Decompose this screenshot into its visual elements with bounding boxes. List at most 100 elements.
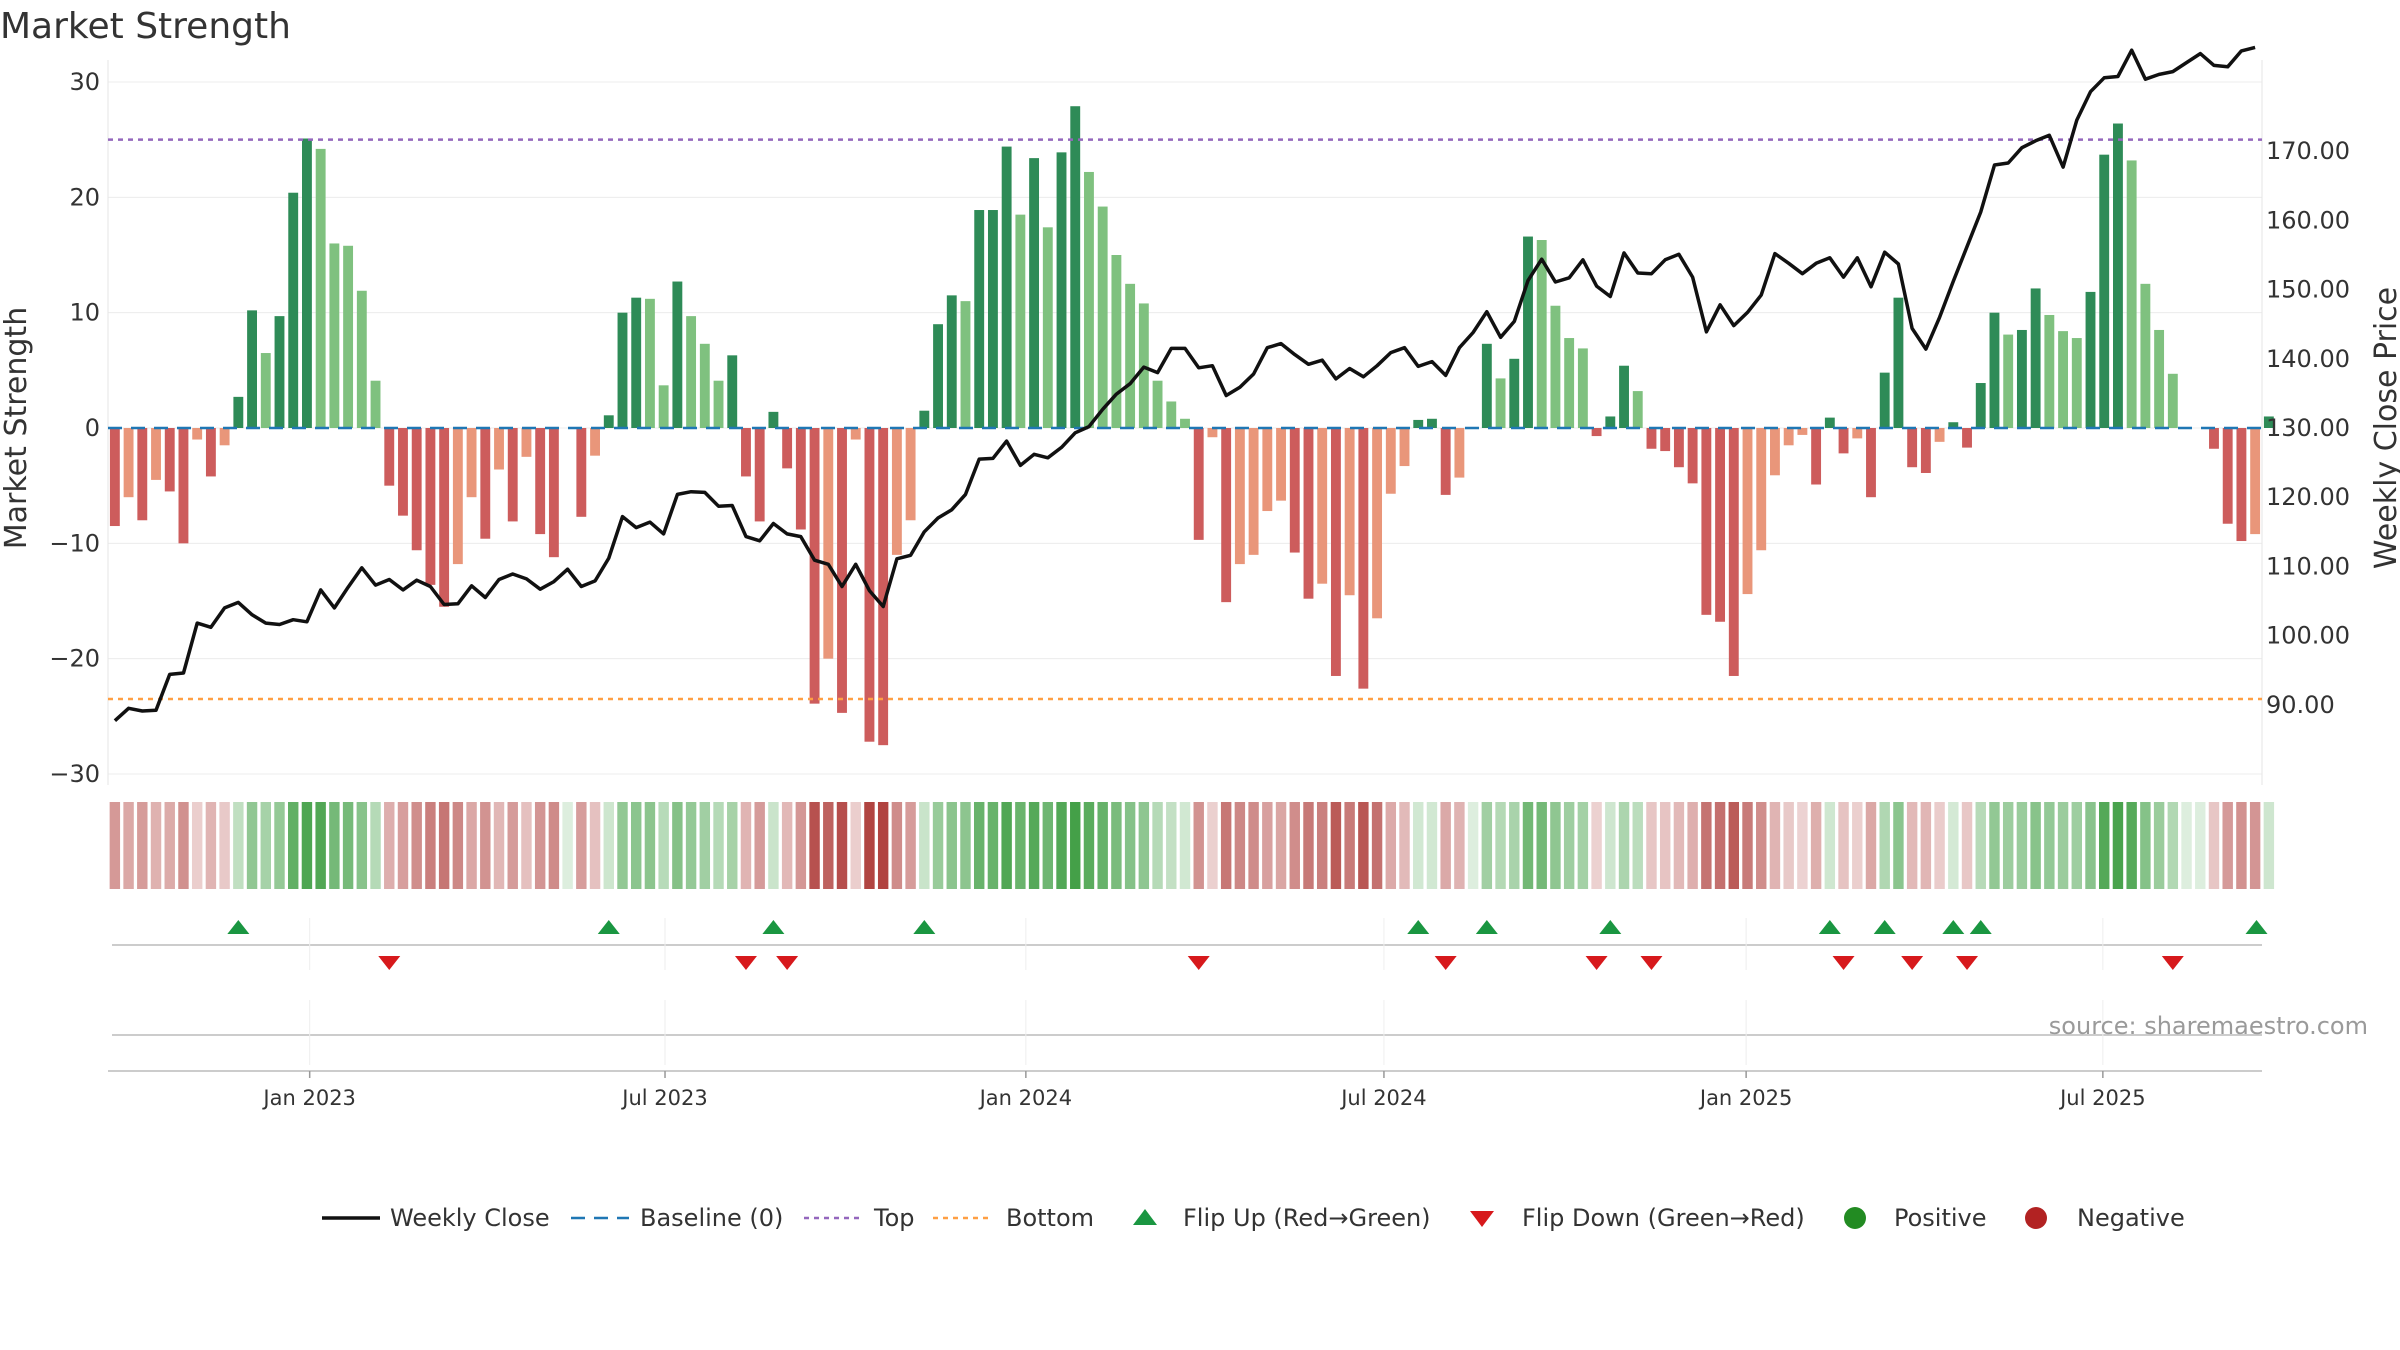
strength-strip-cell xyxy=(1783,802,1794,889)
strength-strip-cell xyxy=(260,802,271,889)
strength-bar xyxy=(411,428,422,551)
strength-strip-cell xyxy=(109,802,121,889)
strength-bar xyxy=(1262,428,1273,512)
legend-marker-8 xyxy=(2025,1207,2047,1229)
strength-strip-cell xyxy=(1550,802,1561,889)
strength-bar xyxy=(1180,418,1190,428)
flip-down-marker xyxy=(1901,956,1924,970)
strength-strip-cell xyxy=(1673,802,1685,889)
strength-bar xyxy=(2126,160,2137,428)
strength-strip-cell xyxy=(411,802,422,889)
flip-down-marker xyxy=(1640,956,1663,970)
strength-strip-cell xyxy=(1852,802,1863,889)
strength-strip-cell xyxy=(466,802,477,889)
strength-strip-cell xyxy=(548,802,560,889)
strength-strip-cell xyxy=(1714,802,1726,889)
strength-bar xyxy=(1111,255,1122,428)
strength-strip-cell xyxy=(1975,802,1986,889)
strength-bar xyxy=(1015,214,1026,428)
strength-bar xyxy=(192,428,203,440)
strength-bar xyxy=(205,428,216,477)
right-axis-ticks: 90.00 100.00 110.00 120.00 130.00 140.00 150.0… xyxy=(2266,137,2350,719)
strength-strip-cell xyxy=(233,802,244,889)
strength-strip-cell xyxy=(2002,802,2014,889)
strength-bar xyxy=(768,411,779,428)
strength-strip-cell xyxy=(576,802,587,889)
strength-bar xyxy=(590,428,600,456)
strength-strip-cell xyxy=(301,802,313,889)
flip-down-marker xyxy=(1956,956,1979,970)
strength-bar xyxy=(823,428,834,659)
strength-strip-cell xyxy=(658,802,669,889)
strength-bar xyxy=(987,210,998,428)
strength-bar xyxy=(1221,428,1232,603)
strength-strip-cell xyxy=(877,802,889,889)
left-tick-label: 20 xyxy=(69,183,100,211)
strength-bar xyxy=(2263,416,2274,428)
strength-bar xyxy=(109,428,120,527)
strength-bar xyxy=(1824,417,1835,428)
strength-strip-cell xyxy=(768,802,779,889)
price-line-layer xyxy=(113,45,2256,722)
strength-bar xyxy=(1166,401,1177,428)
left-axis-ticks: 30 20 10 0 −10 −20 −30 xyxy=(49,68,100,788)
strength-strip-cell xyxy=(1961,802,1973,889)
strength-strip-cell xyxy=(1440,802,1451,889)
strength-strip-cell xyxy=(1687,802,1698,889)
strength-bar xyxy=(1372,428,1383,619)
strength-strip-cell xyxy=(1303,802,1314,889)
strength-bar xyxy=(603,415,614,428)
strength-strip-cell xyxy=(1646,802,1657,889)
strength-bar xyxy=(1564,338,1575,428)
strength-strip-cell xyxy=(1275,802,1287,889)
strength-strip-cell xyxy=(246,802,258,889)
strength-bar xyxy=(219,428,230,446)
strength-strip-cell xyxy=(2140,802,2151,889)
strength-bar xyxy=(1605,416,1616,428)
strength-strip-cell xyxy=(1070,802,1081,889)
strength-bar xyxy=(1866,428,1876,498)
strength-bar xyxy=(1042,227,1053,428)
strength-strip-cell xyxy=(1879,802,1890,889)
strength-bar xyxy=(1632,391,1643,428)
legend-label: Positive xyxy=(1894,1204,1987,1232)
strength-strip-cell xyxy=(397,802,409,889)
strength-bar xyxy=(274,316,285,428)
strength-bar xyxy=(398,428,408,516)
strength-bar xyxy=(1701,428,1712,615)
strength-bar xyxy=(809,428,820,704)
strength-strip-cell xyxy=(2030,802,2041,889)
strength-strip-cell xyxy=(1330,802,1342,889)
flip-up-marker xyxy=(597,920,620,934)
strength-bar xyxy=(151,428,161,480)
strength-bar xyxy=(1742,428,1753,595)
strength-bar xyxy=(2016,329,2027,428)
strength-bar xyxy=(315,148,326,429)
strength-strip-cell xyxy=(781,802,793,889)
strength-strip-cell xyxy=(274,802,285,889)
legend-marker-6 xyxy=(1470,1211,1494,1227)
date-tick-label: Jul 2023 xyxy=(620,1086,707,1110)
strength-strip-cell xyxy=(1166,802,1177,889)
strength-bar xyxy=(1070,106,1081,428)
left-tick-label: −30 xyxy=(49,760,100,788)
strength-bar xyxy=(329,243,340,428)
strength-strip-cell xyxy=(2153,802,2165,889)
strength-strip-cell xyxy=(2126,802,2137,889)
strength-bar xyxy=(521,428,532,457)
strength-strip-cell xyxy=(507,802,518,889)
strength-bar xyxy=(1084,171,1094,428)
flip-down-marker xyxy=(378,956,401,970)
flip-up-marker xyxy=(1969,920,1992,934)
legend-label: Flip Up (Red→Green) xyxy=(1183,1204,1431,1232)
strength-bar xyxy=(452,428,463,565)
legend-label: Top xyxy=(873,1204,915,1232)
left-tick-label: −10 xyxy=(49,529,100,557)
strength-bar xyxy=(658,385,669,428)
strength-strip-cell xyxy=(137,802,148,889)
strength-bar xyxy=(1481,343,1492,428)
strength-strip-cell xyxy=(1207,802,1218,889)
strength-strip-cell xyxy=(425,802,436,889)
strength-strip-cell xyxy=(1111,802,1122,889)
